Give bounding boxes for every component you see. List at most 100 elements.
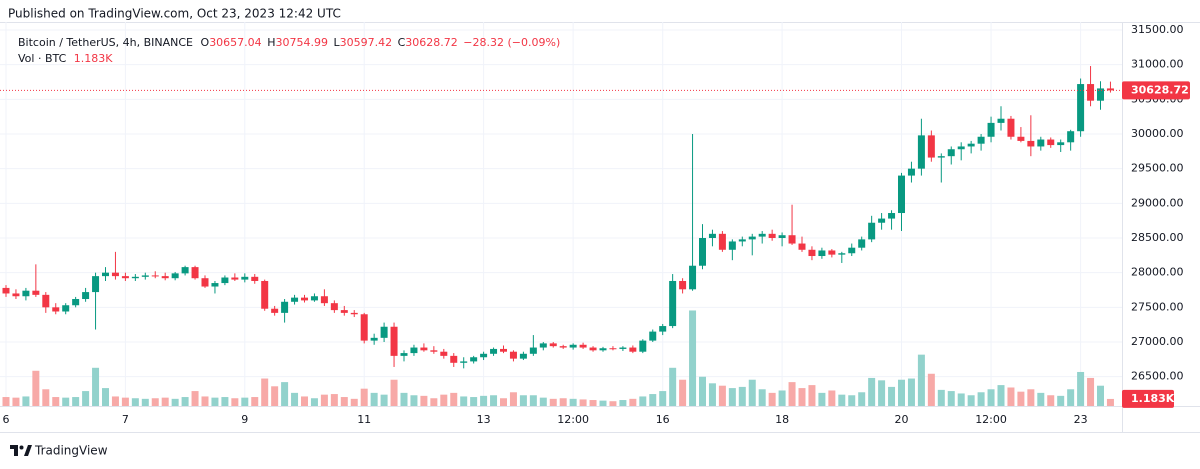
volume-bar [768,392,776,406]
volume-bar [350,398,358,406]
volume-bar [738,386,746,406]
volume-name: Vol · BTC [18,52,67,65]
candle-body [2,287,10,294]
candle-body [619,347,627,349]
candle-body [589,347,597,351]
volume-bar [718,385,726,406]
volume-bar [1106,398,1114,406]
y-tick-label: 27000.00 [1131,335,1184,348]
volume-bar [798,388,806,406]
candle-body [380,326,388,338]
volume-bar [997,385,1005,406]
candle-body [350,312,358,315]
volume-bar [390,379,398,406]
candles [2,66,1114,369]
candle-body [191,267,199,279]
x-tick-label: 7 [122,413,129,426]
volume-bar [92,367,100,406]
candle-body [1077,84,1085,132]
candle-body [788,235,796,244]
volume-bar [977,392,985,406]
volume-bar [579,399,587,406]
candle-body [639,340,647,352]
candle-body [609,348,617,350]
volume-bar [559,398,567,406]
x-tick-label: 16 [656,413,670,426]
volume-bar [72,397,80,406]
volume-bar [52,397,60,406]
volume-bar [320,394,328,406]
candle-body [211,283,219,287]
candle-body [818,250,826,257]
candle-body [281,301,289,313]
x-tick-label: 18 [775,413,789,426]
candle-body [689,265,697,290]
candle-body [858,239,866,248]
candle-body [62,305,70,312]
volume-bar [231,398,239,406]
candle-body [420,347,428,351]
candle-body [480,353,488,358]
candle-body [748,236,756,240]
volume-bar [111,396,119,406]
volume-bar [519,395,527,406]
volume-bar [808,385,816,406]
volume-bar [669,367,677,406]
y-tick-label: 30000.00 [1131,127,1184,140]
candle-body [500,348,507,352]
x-tick-label: 6 [3,413,10,426]
y-tick-label: 27500.00 [1131,300,1184,313]
volume-bar [509,392,517,406]
candle-body [519,353,527,359]
volume-bar [569,398,577,406]
candle-body [340,310,348,313]
volume-bar [1017,391,1025,406]
candle-body [181,267,189,274]
volume-bar [420,395,428,406]
volume-bar [400,392,408,406]
candle-body [400,353,408,356]
candle-body [121,276,129,279]
ohlc-label: H [267,36,275,49]
volume-bar [42,389,50,406]
candle-body [898,175,905,214]
candle-body [310,296,318,301]
volume-bar [629,398,637,406]
volume-bar [659,391,667,406]
candle-body [738,239,746,242]
volume-bar [171,398,179,406]
brand: TradingView [34,444,108,458]
candle-body [390,326,398,356]
candle-body [599,348,607,351]
candle-body [330,303,338,311]
candle-body [52,307,60,312]
volume-bar [529,395,537,406]
volume-bar [131,398,139,406]
candle-body [828,250,836,255]
volume-bar [927,373,935,406]
candle-body [450,355,458,363]
candle-body [1067,131,1075,143]
candle-body [1017,136,1025,141]
volume-bar [430,398,438,406]
volume-bar [141,398,149,406]
volume-bar [480,395,488,406]
ohlc-label: L [333,36,340,49]
x-tick-label: 12:00 [557,413,589,426]
candle-body [410,347,418,354]
volume-bar [440,394,448,406]
x-tick-label: 23 [1074,413,1088,426]
candle-body [947,149,955,157]
candle-body [798,243,806,250]
volume-bar [281,382,289,406]
change: −28.32 (−0.09%) [463,36,560,49]
candle-body [102,272,109,277]
candle-body [131,276,139,279]
candle-body [659,326,667,332]
volume-bar [201,396,209,406]
volume-bar [1047,395,1055,406]
volume-bar [82,391,90,406]
candle-body [758,233,766,237]
volume-box [1122,389,1174,408]
volume-bar [868,377,876,406]
